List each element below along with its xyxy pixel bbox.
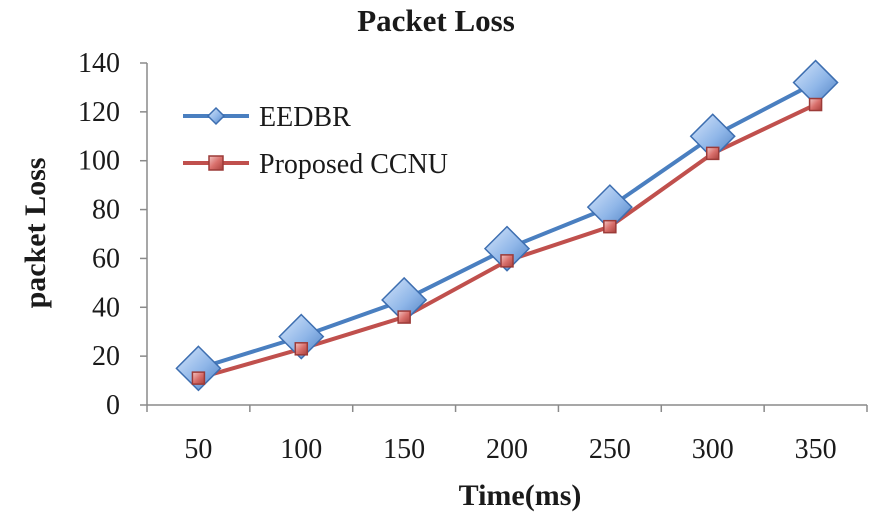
x-tick-label: 200 <box>486 434 528 465</box>
legend: EEDBR Proposed CCNU <box>183 102 448 180</box>
data-point-proposed-ccnu <box>191 371 206 385</box>
data-point-eedbr <box>483 225 531 272</box>
y-tick-label: 0 <box>106 390 120 421</box>
x-tick-label: 250 <box>589 434 631 465</box>
y-tick-label: 120 <box>78 97 120 128</box>
chart-title: Packet Loss <box>357 3 515 38</box>
x-tick-label: 350 <box>795 434 837 465</box>
data-point-eedbr <box>175 345 222 392</box>
legend-label-proposed-ccnu: Proposed CCNU <box>259 149 448 180</box>
data-point-proposed-ccnu <box>808 97 823 112</box>
y-tick-label: 100 <box>78 146 120 177</box>
data-point-proposed-ccnu <box>603 219 617 234</box>
series-layer <box>175 59 839 392</box>
x-axis-title: Time(ms) <box>459 479 582 512</box>
legend-marker-eedbr <box>206 106 226 126</box>
x-tick-label: 150 <box>383 434 425 465</box>
legend-label-eedbr: EEDBR <box>259 102 351 133</box>
x-axis-ticks: 50 100 150 200 250 300 350 <box>146 405 868 465</box>
y-tick-label: 20 <box>92 341 120 372</box>
x-tick-label: 300 <box>692 434 734 465</box>
data-point-proposed-ccnu <box>294 342 309 356</box>
y-tick-label: 60 <box>92 243 120 274</box>
x-tick-label: 50 <box>184 434 212 465</box>
legend-marker-proposed-ccnu <box>208 155 224 171</box>
data-point-proposed-ccnu <box>397 310 411 324</box>
y-tick-label: 80 <box>92 195 120 226</box>
y-axis-ticks: 0 20 40 60 80 100 120 140 <box>78 48 147 421</box>
y-axis-title: packet Loss <box>19 158 52 309</box>
y-tick-label: 140 <box>78 48 120 79</box>
data-point-proposed-ccnu <box>705 146 720 161</box>
y-tick-label: 40 <box>92 292 120 323</box>
data-point-eedbr <box>278 313 325 360</box>
x-tick-label: 100 <box>280 434 322 465</box>
data-point-proposed-ccnu <box>500 254 514 268</box>
